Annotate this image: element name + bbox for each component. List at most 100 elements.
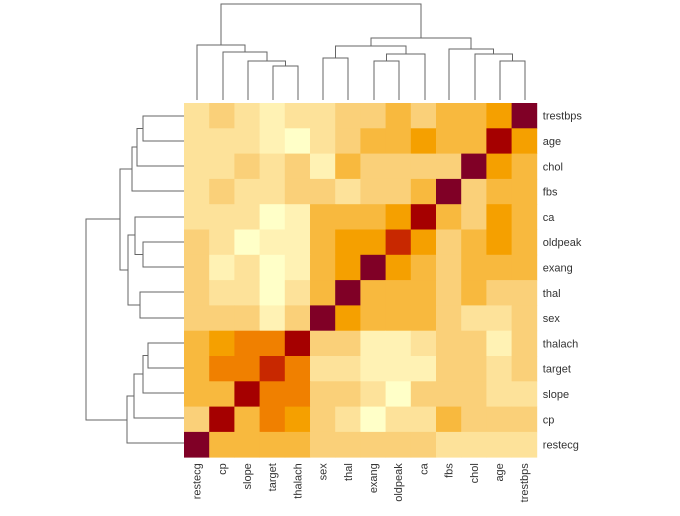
heatmap-cell-target-oldpeak (385, 356, 412, 382)
heatmap-cell-fbs-thalach (284, 178, 311, 205)
heatmap-cell-cp-target (259, 406, 286, 433)
heatmap-cell-exang-target (259, 254, 286, 281)
heatmap-cell-target-thalach (284, 356, 311, 382)
heatmap-cell-chol-thal (335, 153, 361, 180)
heatmap-cell-target-thal (335, 356, 361, 382)
heatmap-cell-trestbps-fbs (436, 103, 462, 129)
heatmap-cell-age-fbs (436, 128, 462, 154)
heatmap-cell-target-age (486, 356, 512, 382)
heatmap-cell-exang-trestbps (511, 254, 538, 281)
heatmap-cell-slope-cp (209, 381, 235, 407)
heatmap-cell-slope-fbs (436, 381, 462, 407)
heatmap-cell-target-ca (410, 356, 437, 382)
heatmap-cell-cp-thal (335, 406, 361, 433)
column-label-exang: exang (368, 463, 380, 493)
heatmap-cell-cp-trestbps (511, 406, 538, 433)
row-label-fbs: fbs (543, 187, 558, 199)
heatmap-cell-age-thalach (284, 128, 311, 154)
heatmap-cell-thal-trestbps (511, 280, 538, 306)
heatmap-cell-thalach-exang (360, 330, 386, 357)
heatmap-cell-cp-cp (209, 406, 235, 433)
heatmap-cell-ca-oldpeak (385, 204, 412, 230)
heatmap-cell-sex-oldpeak (385, 305, 412, 332)
heatmap-cell-ca-thalach (284, 204, 311, 230)
heatmap-cell-age-chol (461, 128, 487, 154)
heatmap-cell-thal-cp (209, 280, 235, 306)
row-labels: trestbps age chol fbs ca oldpeak exang thal sex t… (543, 111, 583, 452)
row-label-ca: ca (543, 212, 556, 224)
heatmap-cell-sex-cp (209, 305, 235, 332)
heatmap-cell-ca-slope (234, 204, 260, 230)
heatmap-cell-chol-exang (360, 153, 386, 180)
heatmap-cell-target-cp (209, 356, 235, 382)
row-dendrogram (85, 115, 184, 444)
heatmap-cell-exang-sex (310, 254, 336, 281)
column-label-oldpeak: oldpeak (393, 463, 405, 502)
heatmap-cell-oldpeak-chol (461, 229, 487, 256)
heatmap-cell-thal-ca (410, 280, 437, 306)
heatmap-cell-age-cp (209, 128, 235, 154)
heatmap-cell-ca-fbs (436, 204, 462, 230)
row-label-thal: thal (543, 288, 561, 300)
heatmap-cell-thal-chol (461, 280, 487, 306)
column-label-age: age (494, 463, 506, 481)
heatmap-cell-age-trestbps (511, 128, 538, 154)
column-dendrogram (196, 3, 526, 100)
row-label-thalach: thalach (543, 338, 578, 350)
heatmap-cell-age-oldpeak (385, 128, 412, 154)
heatmap-cell-trestbps-cp (209, 103, 235, 129)
heatmap-cell-exang-slope (234, 254, 260, 281)
heatmap-cell-thal-restecg (184, 280, 210, 306)
heatmap-cell-chol-restecg (184, 153, 210, 180)
heatmap-cell-target-target (259, 356, 286, 382)
heatmap-cell-oldpeak-trestbps (511, 229, 538, 256)
heatmap-cell-chol-target (259, 153, 286, 180)
row-label-trestbps: trestbps (543, 111, 583, 123)
heatmap-cell-trestbps-slope (234, 103, 260, 129)
heatmap-cell-oldpeak-restecg (184, 229, 210, 256)
heatmap-cell-age-target (259, 128, 286, 154)
heatmap-cell-exang-fbs (436, 254, 462, 281)
heatmap-cell-chol-cp (209, 153, 235, 180)
heatmap-cell-trestbps-oldpeak (385, 103, 412, 129)
heatmap-cell-restecg-trestbps (511, 431, 538, 458)
heatmap-cell-thal-slope (234, 280, 260, 306)
heatmap-cell-slope-thalach (284, 381, 311, 407)
row-label-target: target (543, 364, 571, 376)
heatmap-cell-restecg-oldpeak (385, 431, 412, 458)
heatmap-cell-thalach-restecg (184, 330, 210, 357)
heatmap-cell-thal-age (486, 280, 512, 306)
heatmap-cell-sex-thalach (284, 305, 311, 332)
heatmap-cell-exang-restecg (184, 254, 210, 281)
row-label-exang: exang (543, 262, 573, 274)
heatmap-cell-thalach-thal (335, 330, 361, 357)
heatmap-cell-fbs-thal (335, 178, 361, 205)
heatmap-cell-exang-ca (410, 254, 437, 281)
heatmap-cells (184, 103, 538, 458)
heatmap-cell-sex-slope (234, 305, 260, 332)
heatmap-cell-sex-age (486, 305, 512, 332)
heatmap-cell-thalach-oldpeak (385, 330, 412, 357)
row-label-oldpeak: oldpeak (543, 237, 582, 249)
heatmap-cell-slope-age (486, 381, 512, 407)
heatmap-cell-sex-sex (310, 305, 336, 332)
heatmap-cell-restecg-ca (410, 431, 437, 458)
heatmap-cell-age-ca (410, 128, 437, 154)
column-labels: restecg cp slope target thalach sex thal exang o… (192, 462, 532, 502)
heatmap-cell-chol-trestbps (511, 153, 538, 180)
heatmap-cell-target-slope (234, 356, 260, 382)
heatmap-cell-trestbps-exang (360, 103, 386, 129)
heatmap-cell-exang-oldpeak (385, 254, 412, 281)
heatmap-cell-age-age (486, 128, 512, 154)
row-label-cp: cp (543, 414, 555, 426)
heatmap-cell-thal-thal (335, 280, 361, 306)
row-label-sex: sex (543, 313, 561, 325)
heatmap-cell-fbs-fbs (436, 178, 462, 205)
heatmap-cell-target-chol (461, 356, 487, 382)
heatmap-cell-fbs-target (259, 178, 286, 205)
column-dendrogram-branches (196, 3, 526, 100)
column-label-slope: slope (242, 463, 254, 489)
heatmap-cell-slope-thal (335, 381, 361, 407)
heatmap-cell-trestbps-age (486, 103, 512, 129)
heatmap-cell-thalach-ca (410, 330, 437, 357)
